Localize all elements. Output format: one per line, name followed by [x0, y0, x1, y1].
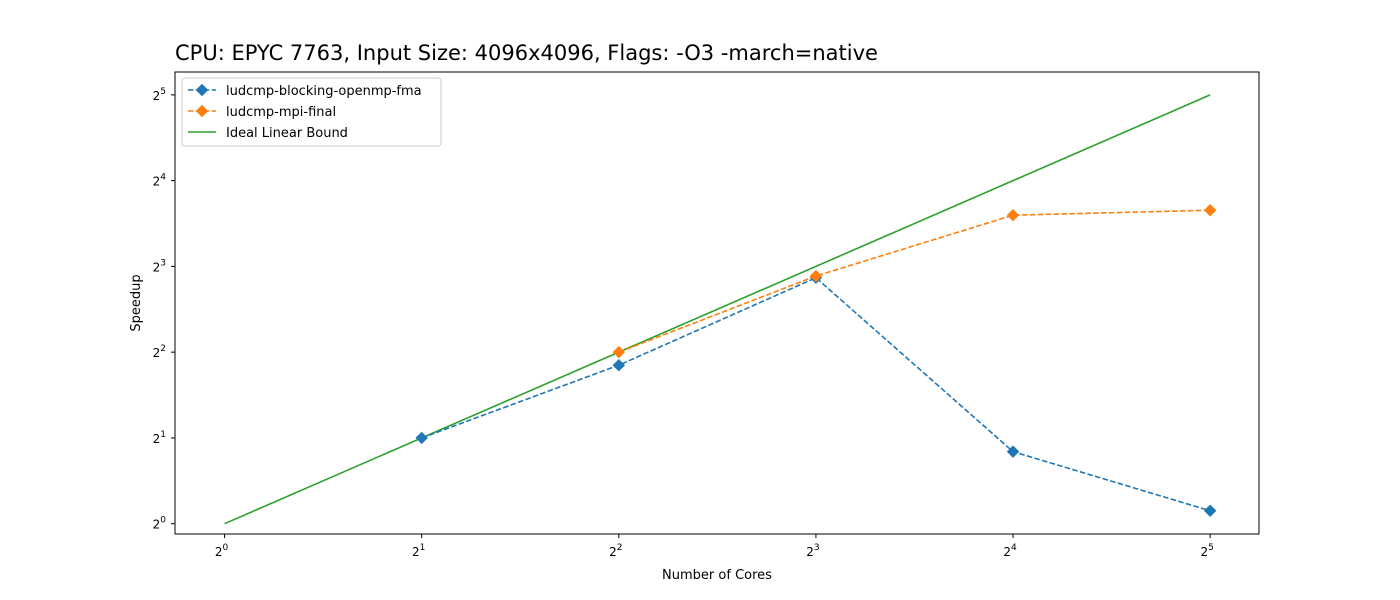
y-tick-label: 24 [153, 173, 167, 189]
legend-box [181, 77, 442, 147]
legend-marker-mpi [195, 104, 209, 118]
x-tick-label: 23 [806, 543, 819, 559]
data-point-ludcmp-blocking-openmp-fma [1006, 445, 1020, 458]
series-line-ludcmp-mpi-final [618, 209, 1211, 353]
x-tick-label: 25 [1200, 543, 1213, 559]
series-layer [224, 94, 1217, 525]
data-point-ludcmp-mpi-final [612, 345, 626, 359]
y-tick-label: 25 [153, 87, 166, 103]
y-axis-label: Speedup [129, 274, 144, 331]
x-axis-label: Number of Cores [662, 568, 772, 583]
x-tick-label: 24 [1003, 543, 1017, 559]
x-tick-label: 22 [609, 543, 622, 559]
x-tick-label: 21 [412, 543, 425, 559]
data-point-ludcmp-blocking-openmp-fma [415, 431, 428, 445]
data-point-ludcmp-mpi-final [809, 269, 823, 283]
x-tick-label: 20 [215, 543, 229, 559]
legend-label-mpi: ludcmp-mpi-final [226, 105, 336, 120]
data-point-ludcmp-mpi-final [1006, 209, 1020, 222]
data-point-ludcmp-blocking-openmp-fma [612, 358, 626, 372]
series-line-ludcmp-blocking-openmp-fma [421, 276, 1211, 512]
data-point-ludcmp-mpi-final [1203, 203, 1217, 217]
legend-marker-openmp [195, 83, 209, 97]
y-tick-label: 20 [153, 516, 167, 532]
y-tick-label: 21 [153, 430, 166, 446]
data-point-ludcmp-blocking-openmp-fma [1203, 504, 1217, 517]
legend: ludcmp-blocking-openmp-fma ludcmp-mpi-fi… [181, 77, 442, 147]
y-tick-label: 23 [153, 258, 166, 274]
legend-label-ideal: Ideal Linear Bound [226, 126, 348, 141]
chart-title: CPU: EPYC 7763, Input Size: 4096x4096, F… [175, 41, 878, 65]
y-tick-label: 22 [153, 344, 166, 360]
legend-label-openmp: ludcmp-blocking-openmp-fma [226, 84, 422, 99]
y-axis-ticks: 20 21 22 23 24 25 [153, 87, 175, 532]
series-line-ideal-linear-bound [224, 94, 1211, 525]
plot-area-frame [174, 71, 1260, 535]
x-axis-ticks: 20 21 22 23 24 25 [215, 534, 1214, 559]
